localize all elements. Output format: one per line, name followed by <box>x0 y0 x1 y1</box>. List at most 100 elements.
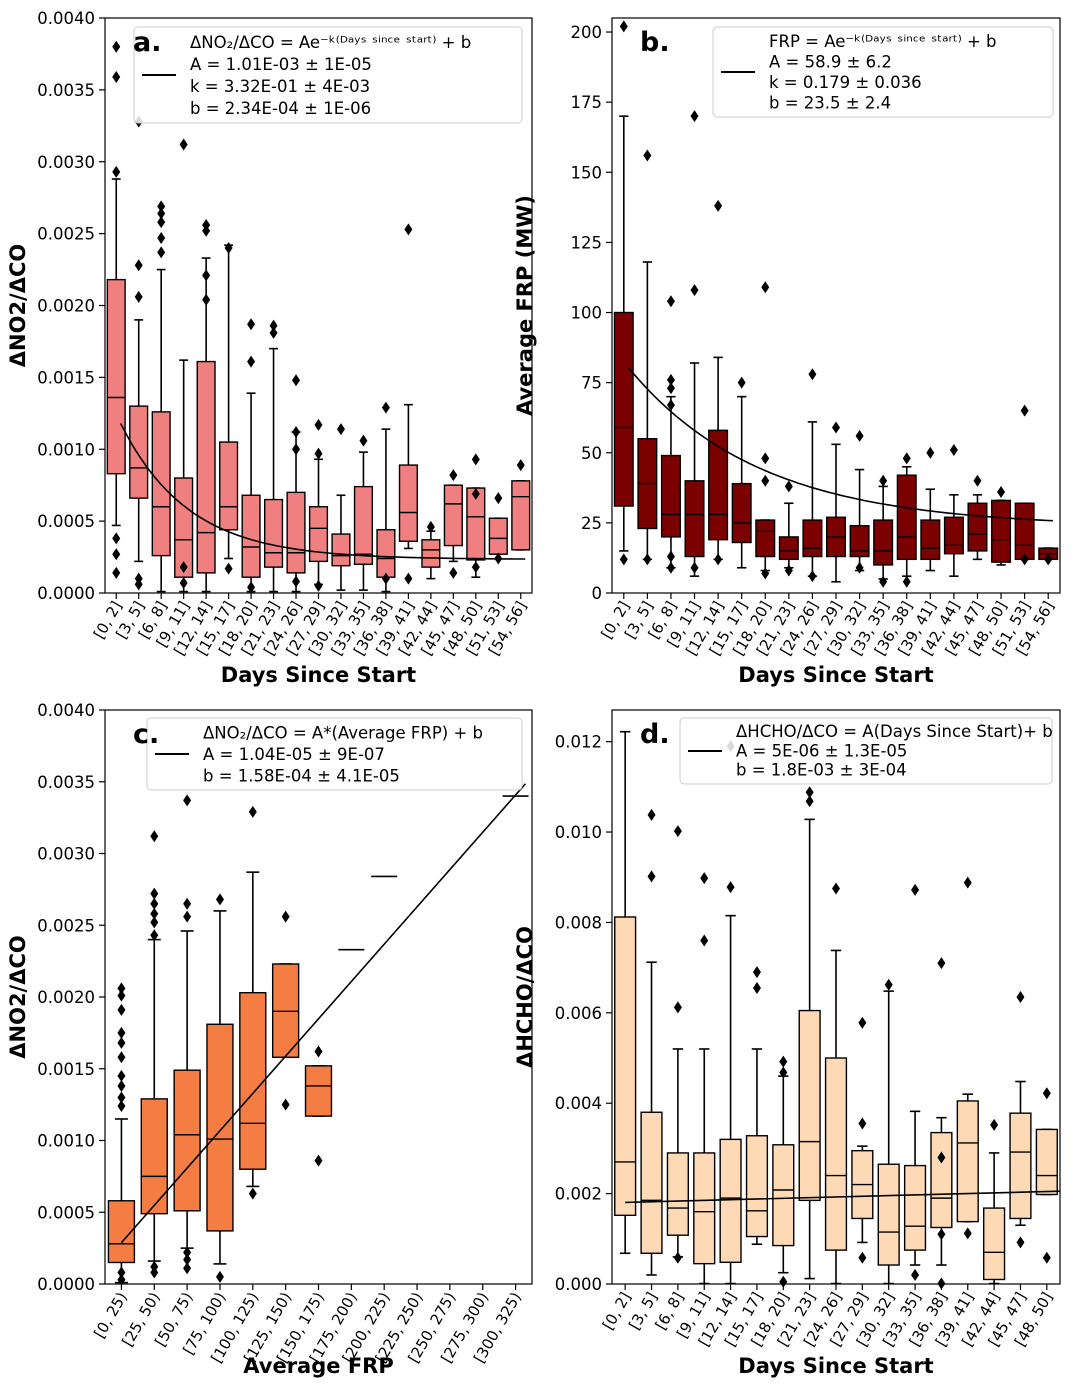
outlier-point <box>726 881 735 894</box>
plot-frame <box>104 709 533 1285</box>
box-[75, 100) <box>206 893 234 1283</box>
legend-text: A = 1.01E-03 ± 1E-05 <box>190 55 372 74</box>
outlier-point <box>336 423 345 436</box>
outlier-point <box>690 561 699 574</box>
iqr-box <box>443 484 463 547</box>
outlier-point <box>202 293 211 306</box>
outlier-point <box>314 447 323 460</box>
x-axis-label: Average FRP <box>243 1354 393 1378</box>
outlier-point <box>990 1118 999 1131</box>
y-tick-label: 175 <box>571 93 603 112</box>
outlier-point <box>183 1253 192 1266</box>
outlier-point <box>673 825 682 838</box>
outlier-point <box>516 459 525 472</box>
box-[48, 50] <box>991 486 1012 566</box>
outlier-point <box>666 382 675 395</box>
outlier-point <box>292 443 301 456</box>
y-tick-label: 0.0030 <box>37 153 95 172</box>
outlier-point <box>314 1154 323 1167</box>
outlier-point <box>215 1270 224 1283</box>
outlier-point <box>714 199 723 212</box>
iqr-box <box>107 1200 136 1264</box>
box-[33, 35] <box>873 474 894 588</box>
iqr-box <box>1035 1128 1058 1196</box>
y-tick-label: 0.0025 <box>37 225 95 244</box>
outlier-point <box>884 978 893 991</box>
outlier-point <box>134 259 143 272</box>
outlier-point <box>761 567 770 580</box>
outlier-point <box>1042 1087 1051 1100</box>
box-[9, 11] <box>693 872 716 1285</box>
box-[150, 175) <box>304 1045 333 1167</box>
outlier-point <box>761 452 770 465</box>
outlier-point <box>248 805 257 818</box>
box-[0, 2] <box>614 730 637 1255</box>
box-[36, 38] <box>376 401 396 593</box>
outlier-point <box>381 572 390 585</box>
outlier-point <box>666 399 675 412</box>
panel-label: b. <box>640 27 670 58</box>
outlier-point <box>134 290 143 303</box>
outlier-point <box>673 1001 682 1014</box>
iqr-box <box>140 1098 168 1215</box>
outlier-point <box>117 1036 126 1049</box>
iqr-box <box>824 1057 848 1251</box>
x-axis-label: Days Since Start <box>738 1354 933 1378</box>
box-[18, 20] <box>772 1055 795 1288</box>
box-[33, 35] <box>353 434 374 591</box>
box-[30, 32] <box>849 429 870 574</box>
box-[33, 35] <box>903 883 927 1281</box>
legend-text: A = 1.04E-05 ± 9E-07 <box>203 745 385 764</box>
y-tick-label: 0.0015 <box>37 368 95 387</box>
x-axis-label: Days Since Start <box>221 663 416 687</box>
iqr-box <box>778 536 799 561</box>
outlier-point <box>157 207 166 220</box>
outlier-point <box>247 318 256 331</box>
y-tick-label: 25 <box>581 514 602 533</box>
iqr-box <box>708 429 729 541</box>
outlier-point <box>937 1151 946 1164</box>
y-tick-label: 0.0040 <box>37 701 95 720</box>
iqr-box <box>613 311 634 507</box>
outlier-point <box>281 910 290 923</box>
box-[27, 29] <box>825 421 847 583</box>
box-[27, 29] <box>851 1016 874 1264</box>
outlier-point <box>117 1091 126 1104</box>
box-[12, 14] <box>708 199 729 566</box>
outlier-point <box>832 421 840 434</box>
box-[3, 5] <box>637 149 658 566</box>
y-tick-label: 75 <box>581 374 602 393</box>
y-tick-label: 0.000 <box>555 1275 602 1294</box>
outlier-point <box>902 452 911 465</box>
box-[9, 11] <box>684 110 705 577</box>
iqr-box <box>943 516 964 555</box>
iqr-box <box>873 519 894 566</box>
outlier-point <box>619 553 628 566</box>
box-[15, 17] <box>219 242 239 575</box>
outlier-point <box>179 576 188 589</box>
iqr-box <box>219 441 239 531</box>
outlier-point <box>963 1227 972 1240</box>
outlier-point <box>666 373 675 386</box>
box-[39, 41] <box>956 876 979 1240</box>
outlier-point <box>647 870 656 883</box>
outlier-point <box>183 794 192 807</box>
outlier-point <box>117 1266 126 1279</box>
outlier-point <box>150 887 159 900</box>
outlier-point <box>150 929 159 942</box>
legend-text: k = 0.179 ± 0.036 <box>769 73 922 92</box>
iqr-box <box>304 1065 333 1117</box>
outlier-point <box>471 561 480 574</box>
y-tick-label: 0.0010 <box>37 440 95 459</box>
box-[25, 50) <box>140 830 168 1279</box>
legend-box <box>133 26 523 124</box>
box-[12, 14] <box>196 219 216 593</box>
outlier-point <box>117 1026 126 1039</box>
outlier-point <box>879 474 888 487</box>
outlier-point <box>314 418 323 431</box>
iqr-box <box>684 480 705 558</box>
iqr-box <box>660 454 681 538</box>
iqr-box <box>983 1207 1006 1281</box>
box-[48, 50] <box>466 453 486 578</box>
